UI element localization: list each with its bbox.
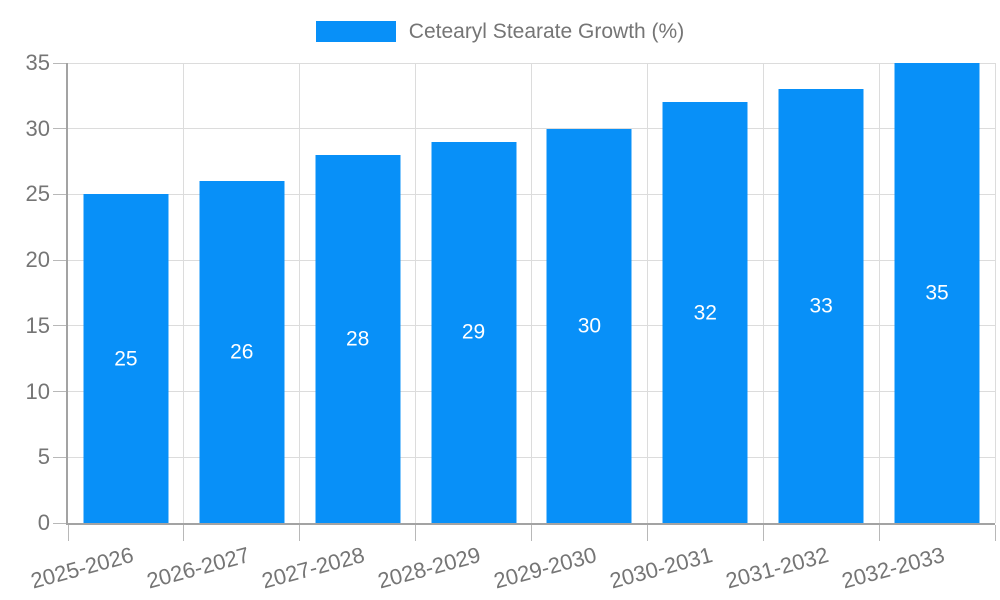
bar-value-label: 28 bbox=[346, 327, 370, 351]
bar-value-label: 26 bbox=[230, 340, 254, 364]
y-tick-mark bbox=[53, 62, 66, 64]
legend-item[interactable]: Cetearyl Stearate Growth (%) bbox=[315, 20, 685, 43]
y-tick-label: 35 bbox=[25, 50, 50, 75]
x-tick-mark bbox=[299, 525, 301, 541]
x-tick-mark bbox=[878, 525, 880, 541]
bar[interactable]: 35 bbox=[894, 63, 980, 523]
y-tick-label: 10 bbox=[25, 378, 50, 404]
y-axis-labels: 0 5 10 15 20 25 30 35 bbox=[0, 52, 50, 534]
gridline-vertical bbox=[299, 63, 301, 523]
x-tick-label: 2026-2027 bbox=[143, 542, 252, 594]
gridline-vertical bbox=[994, 63, 996, 523]
gridline-vertical bbox=[183, 63, 185, 523]
legend-label: Cetearyl Stearate Growth (%) bbox=[408, 20, 685, 43]
legend: Cetearyl Stearate Growth (%) bbox=[0, 20, 1000, 43]
bar[interactable]: 25 bbox=[83, 194, 169, 523]
y-tick-label: 5 bbox=[37, 444, 50, 470]
bar-value-label: 33 bbox=[809, 294, 833, 318]
x-tick-label: 2032-2033 bbox=[838, 542, 948, 594]
x-tick-label: 2028-2029 bbox=[375, 542, 484, 594]
x-tick-label: 2031-2032 bbox=[723, 542, 832, 594]
gridline-vertical bbox=[762, 63, 764, 523]
y-tick-mark bbox=[53, 522, 66, 524]
y-tick-label: 20 bbox=[25, 247, 50, 273]
x-tick-mark bbox=[762, 525, 764, 541]
bar-value-label: 32 bbox=[693, 301, 717, 325]
y-tick-label: 25 bbox=[25, 181, 50, 207]
bar[interactable]: 26 bbox=[199, 181, 285, 523]
x-tick-mark bbox=[531, 525, 532, 541]
bar-value-label: 35 bbox=[925, 281, 949, 305]
x-tick-label: 2030-2031 bbox=[607, 542, 716, 594]
bar[interactable]: 32 bbox=[662, 102, 748, 523]
x-tick-label: 2029-2030 bbox=[491, 542, 600, 594]
y-tick-label: 0 bbox=[37, 510, 50, 535]
x-tick-mark bbox=[183, 525, 185, 541]
x-tick-label: 2027-2028 bbox=[259, 542, 368, 594]
bar-value-label: 29 bbox=[461, 320, 486, 344]
y-tick-mark bbox=[53, 128, 66, 130]
y-tick-mark bbox=[53, 193, 66, 195]
y-tick-mark bbox=[53, 325, 66, 327]
bar-value-label: 30 bbox=[577, 314, 602, 338]
y-tick-mark bbox=[53, 259, 66, 261]
x-tick-mark bbox=[67, 525, 69, 541]
x-tick-mark bbox=[994, 525, 996, 541]
bar-value-label: 25 bbox=[114, 347, 138, 371]
y-tick-label: 15 bbox=[25, 312, 50, 338]
x-tick-label: 2025-2026 bbox=[27, 542, 136, 594]
bar[interactable]: 29 bbox=[431, 141, 517, 523]
gridline-vertical bbox=[415, 63, 417, 523]
x-tick-mark bbox=[415, 525, 417, 541]
gridline-vertical bbox=[878, 63, 880, 523]
gridline-vertical bbox=[531, 63, 532, 523]
y-tick-mark bbox=[53, 391, 66, 393]
gridline-vertical bbox=[646, 63, 648, 523]
bar[interactable]: 30 bbox=[546, 128, 632, 523]
y-tick-mark bbox=[53, 456, 66, 458]
plot-area: 25 2025-2026 26 2026-2027 28 2027-2028 29 2028-… bbox=[28, 62, 996, 593]
legend-swatch-icon bbox=[315, 21, 396, 43]
bar[interactable]: 33 bbox=[778, 89, 864, 523]
bar[interactable]: 28 bbox=[315, 155, 401, 523]
x-tick-mark bbox=[646, 525, 648, 541]
y-tick-label: 30 bbox=[25, 115, 50, 141]
